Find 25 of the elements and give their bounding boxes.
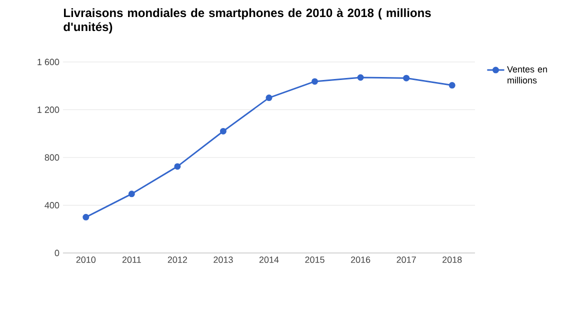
y-tick-label: 0 <box>54 250 60 256</box>
legend-label: Ventes en millions <box>507 66 547 84</box>
point <box>448 82 456 89</box>
point <box>128 190 135 198</box>
y-tick-label: 400 <box>44 202 60 208</box>
point <box>266 94 272 102</box>
point <box>403 74 410 82</box>
x-tick-label: 2014 <box>259 256 279 263</box>
y-tick-label: 1 600 <box>38 58 60 66</box>
point <box>174 163 181 170</box>
x-tick-label: 2015 <box>305 256 324 263</box>
point <box>82 214 90 220</box>
point <box>357 74 364 81</box>
point <box>220 128 226 134</box>
x-tick-label: 2018 <box>442 256 462 263</box>
x-tick-label: 2016 <box>350 256 370 263</box>
point <box>312 78 318 85</box>
x-tick-label: 2017 <box>396 256 416 263</box>
x-tick-label: 2011 <box>122 256 141 263</box>
x-tick-label: 2013 <box>214 256 233 263</box>
y-tick-label: 800 <box>44 154 60 161</box>
y-tick-label: 1 200 <box>38 106 60 113</box>
x-tick-label: 2010 <box>76 256 96 263</box>
chart-title: Livraisons mondiales de smartphones de 2010 à 2018 ( millions d'unités) <box>64 8 431 34</box>
x-tick-label: 2012 <box>168 256 187 263</box>
